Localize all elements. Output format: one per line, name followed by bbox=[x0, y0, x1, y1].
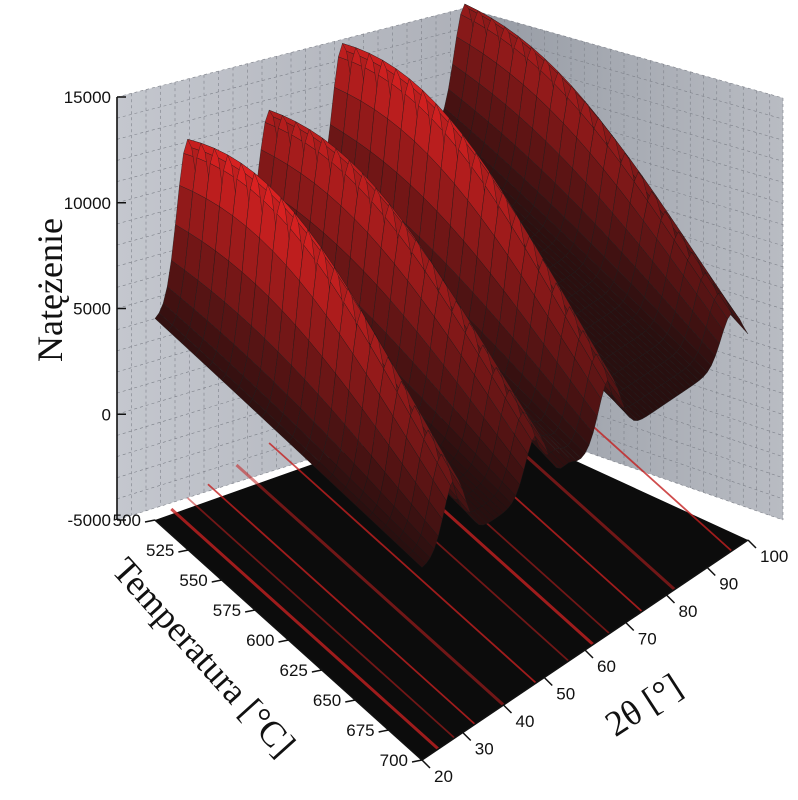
x-tick bbox=[584, 649, 594, 659]
y-tick-label: 625 bbox=[280, 661, 308, 680]
y-tick bbox=[244, 609, 256, 613]
z-tick-label: 15000 bbox=[64, 88, 111, 107]
y-tick-label: 700 bbox=[380, 751, 408, 770]
y-tick-label: 600 bbox=[246, 631, 274, 650]
tick-marks bbox=[117, 96, 757, 769]
x-tick-label: 90 bbox=[719, 575, 738, 594]
floor-streak bbox=[207, 483, 476, 725]
y-tick bbox=[411, 759, 423, 763]
y-tick bbox=[278, 639, 289, 643]
floor-streak bbox=[186, 497, 456, 739]
x-tick bbox=[462, 731, 472, 742]
y-tick bbox=[211, 579, 222, 583]
y-tick-label: 575 bbox=[213, 601, 241, 620]
x-tick-label: 30 bbox=[475, 740, 494, 759]
y-tick-label: 550 bbox=[179, 571, 207, 590]
x-tick-label: 70 bbox=[638, 630, 657, 649]
z-tick-label: 10000 bbox=[64, 194, 111, 213]
z-tick-label: -5000 bbox=[68, 511, 111, 530]
x-tick-label: 60 bbox=[597, 657, 616, 676]
z-axis-title: Natężenie bbox=[30, 218, 70, 362]
x-axis-title: 2θ [°] bbox=[598, 666, 689, 745]
x-tick bbox=[502, 704, 513, 714]
y-tick-label: 525 bbox=[146, 541, 174, 560]
surface-cell bbox=[730, 310, 749, 335]
z-tick-label: 5000 bbox=[73, 300, 111, 319]
y-tick-label: 500 bbox=[113, 511, 141, 530]
surface-mesh bbox=[154, 3, 749, 568]
floor-streak bbox=[170, 507, 440, 751]
y-tick-label: 675 bbox=[346, 721, 374, 740]
x-tick bbox=[543, 676, 553, 687]
x-tick bbox=[625, 621, 635, 632]
x-tick-label: 20 bbox=[434, 767, 453, 786]
floor-streak bbox=[268, 442, 537, 684]
y-tick bbox=[345, 699, 356, 703]
x-tick-label: 50 bbox=[556, 685, 575, 704]
y-tick bbox=[311, 669, 323, 673]
x-tick bbox=[747, 539, 757, 549]
y-tick bbox=[378, 729, 389, 733]
x-tick-label: 100 bbox=[760, 547, 788, 566]
x-tick bbox=[665, 594, 676, 604]
x-tick-label: 80 bbox=[679, 602, 698, 621]
z-tick-label: 0 bbox=[102, 405, 111, 424]
y-tick-label: 650 bbox=[313, 691, 341, 710]
x-tick bbox=[706, 566, 716, 577]
y-tick bbox=[178, 549, 189, 553]
floor-plane bbox=[155, 410, 748, 760]
floor-streak bbox=[235, 463, 505, 707]
x-tick bbox=[421, 759, 431, 769]
y-tick bbox=[144, 519, 156, 523]
tick-labels: 15000 10000 5000 0 -5000 500 525 550 575 600 625 65… bbox=[64, 88, 789, 786]
x-tick-label: 40 bbox=[516, 712, 535, 731]
